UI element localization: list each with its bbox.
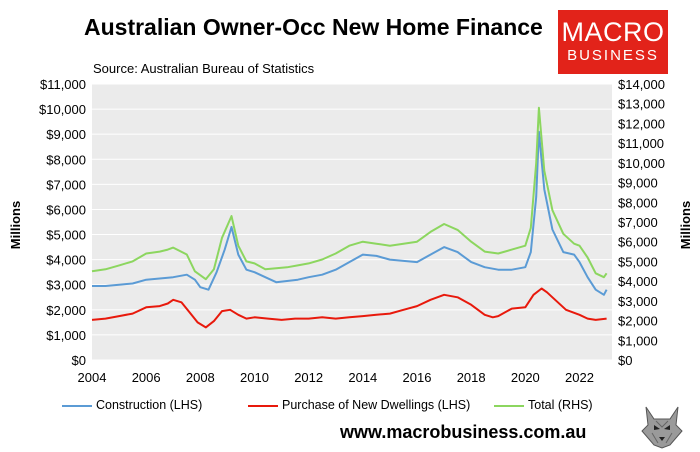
legend-label-total: Total (RHS) (528, 398, 593, 412)
legend-item-total: Total (RHS) (494, 398, 593, 412)
x-tick-label: 2006 (132, 370, 161, 385)
y-tick-left-label: $11,000 (40, 77, 86, 92)
legend-swatch-total (494, 404, 524, 407)
y-tick-right-label: $2,000 (618, 314, 658, 329)
y-tick-left-label: $9,000 (46, 127, 86, 142)
y-tick-left-label: $4,000 (46, 253, 86, 268)
y-tick-right-label: $6,000 (618, 235, 658, 250)
y-tick-right-label: $11,000 (618, 136, 664, 151)
chart-title: Australian Owner-Occ New Home Finance (84, 14, 543, 40)
y-tick-right-label: $8,000 (618, 195, 658, 210)
x-tick-label: 2012 (294, 370, 323, 385)
y-tick-left-label: $3,000 (46, 278, 86, 293)
y-tick-left-label: $6,000 (46, 202, 86, 217)
y-tick-left-label: $8,000 (46, 152, 86, 167)
legend-label-construction: Construction (LHS) (96, 398, 203, 412)
y-tick-left-label: $2,000 (46, 303, 86, 318)
series-line-2 (91, 106, 608, 281)
website-url: www.macrobusiness.com.au (340, 422, 587, 442)
y-tick-left-label: $7,000 (46, 177, 86, 192)
y-tick-left-label: $1,000 (46, 328, 86, 343)
y-tick-right-label: $10,000 (618, 156, 665, 171)
y-tick-right-label: $14,000 (618, 77, 665, 92)
x-tick-label: 2004 (78, 370, 107, 385)
y-tick-right-label: $4,000 (618, 274, 658, 289)
y-tick-left-label: $5,000 (46, 228, 86, 243)
legend-item-purchase: Purchase of New Dwellings (LHS) (248, 398, 470, 412)
y-tick-right-label: $1,000 (618, 333, 658, 348)
legend-item-construction: Construction (LHS) (62, 398, 202, 412)
x-tick-label: 2018 (457, 370, 486, 385)
series-line-0 (92, 130, 608, 296)
series-line-1 (91, 287, 607, 329)
x-tick-label: 2010 (240, 370, 269, 385)
legend-label-purchase: Purchase of New Dwellings (LHS) (282, 398, 471, 412)
x-tick-label: 2022 (565, 370, 594, 385)
y-axis-label-left: Millions (8, 201, 23, 249)
plot-background (92, 84, 612, 360)
y-tick-right-label: $9,000 (618, 176, 658, 191)
logo-line-1: MACRO (561, 17, 665, 47)
chart-source: Source: Australian Bureau of Statistics (93, 61, 315, 76)
macrobusiness-logo: MACRO BUSINESS (558, 10, 668, 74)
y-tick-right-label: $7,000 (618, 215, 658, 230)
y-tick-right-label: $5,000 (618, 254, 658, 269)
legend-swatch-purchase (248, 404, 278, 407)
y-tick-right-label: $3,000 (618, 294, 658, 309)
x-tick-label: 2014 (348, 370, 377, 385)
x-tick-label: 2008 (186, 370, 215, 385)
x-tick-label: 2020 (511, 370, 540, 385)
y-tick-left-label: $10,000 (39, 102, 86, 117)
y-tick-right-label: $0 (618, 353, 632, 368)
y-tick-right-label: $12,000 (618, 116, 665, 131)
y-tick-left-label: $0 (72, 353, 86, 368)
wolf-logo-icon (640, 403, 684, 449)
y-axis-label-right: Millions (678, 201, 693, 249)
legend-swatch-construction (62, 404, 92, 407)
y-tick-right-label: $13,000 (618, 97, 665, 112)
x-tick-label: 2016 (403, 370, 432, 385)
logo-line-2: BUSINESS (567, 47, 659, 64)
chart-legend: Construction (LHS) Purchase of New Dwell… (62, 398, 642, 414)
